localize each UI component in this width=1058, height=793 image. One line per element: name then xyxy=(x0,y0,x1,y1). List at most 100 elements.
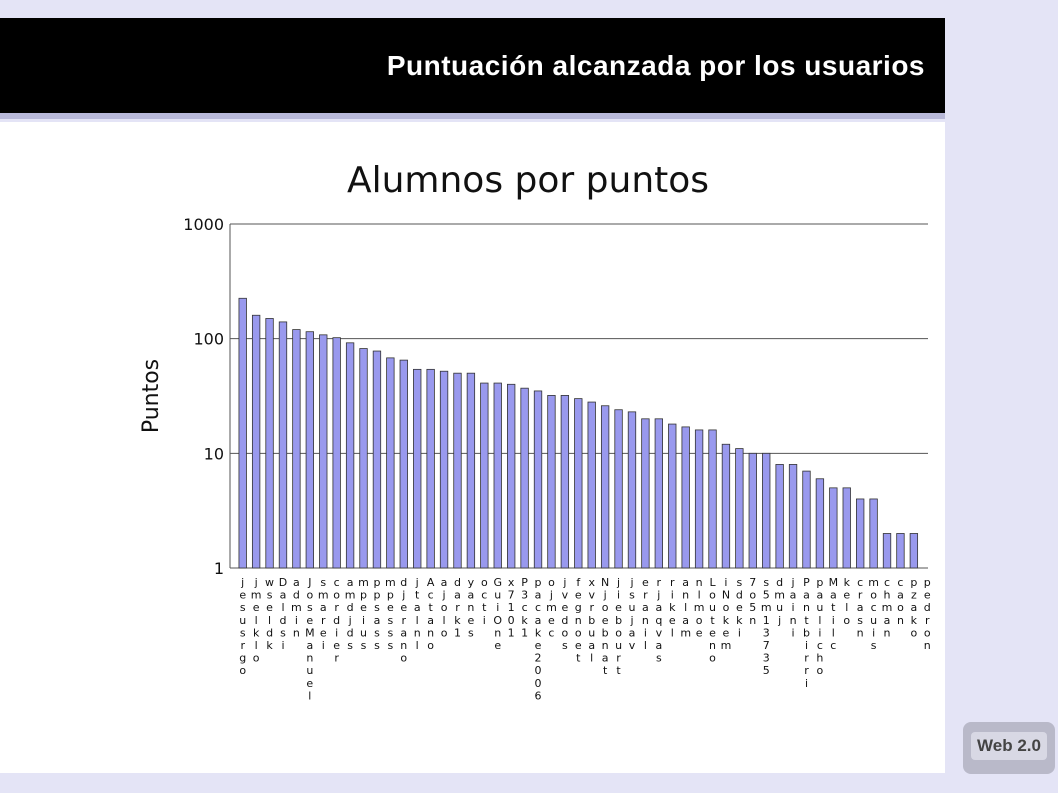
x-tick-char: j xyxy=(562,576,566,589)
x-tick-char: a xyxy=(629,626,636,639)
x-tick-char: c xyxy=(897,576,903,589)
x-tick-char: a xyxy=(374,614,381,627)
bar xyxy=(265,318,274,569)
badge[interactable]: Web 2.0 xyxy=(963,722,1055,774)
x-tick-char: m xyxy=(868,576,879,589)
bar xyxy=(372,350,382,569)
y-axis-label: Puntos xyxy=(139,359,164,433)
bar xyxy=(788,464,798,569)
x-tick-char: c xyxy=(857,576,863,589)
x-tick-char: o xyxy=(924,626,931,639)
x-tick-char: e xyxy=(535,639,542,652)
x-tick-char: n xyxy=(293,626,300,639)
x-tick-char: i xyxy=(792,626,795,639)
x-tick-char: e xyxy=(239,589,246,602)
x-tick-char: 3 xyxy=(763,626,770,639)
x-tick-char: i xyxy=(362,614,365,627)
x-tick-char: s xyxy=(361,639,367,652)
x-tick-char: 3 xyxy=(521,589,528,602)
x-tick-char: m xyxy=(546,601,557,614)
bar xyxy=(815,478,825,569)
bar xyxy=(654,418,663,569)
x-tick-char: c xyxy=(522,601,528,614)
x-tick-char: r xyxy=(670,576,675,589)
x-tick-char: e xyxy=(615,601,622,614)
x-tick-char: u xyxy=(360,626,367,639)
x-tick-char: r xyxy=(402,614,407,627)
x-tick-char: o xyxy=(400,652,407,665)
bar xyxy=(426,368,435,569)
x-tick-char: e xyxy=(736,601,743,614)
x-tick-char: 1 xyxy=(508,626,515,639)
x-tick-char: s xyxy=(387,626,393,639)
x-tick-char: y xyxy=(468,576,475,589)
x-tick-char: j xyxy=(629,576,633,589)
x-tick-char: t xyxy=(710,614,715,627)
x-tick-char: o xyxy=(575,626,582,639)
x-tick-char: e xyxy=(400,601,407,614)
x-tick-char: o xyxy=(481,576,488,589)
x-tick-char: 1 xyxy=(521,626,528,639)
x-tick-char: i xyxy=(818,626,821,639)
bar xyxy=(386,357,395,569)
x-tick-char: a xyxy=(830,589,837,602)
x-tick-char: s xyxy=(240,601,246,614)
x-tick-char: m xyxy=(318,589,329,602)
x-tick-char: o xyxy=(897,601,904,614)
x-tick-char: l xyxy=(255,639,258,652)
bar xyxy=(399,359,408,569)
x-tick-char: j xyxy=(603,589,607,602)
x-tick-char: j xyxy=(254,576,258,589)
x-tick-char: h xyxy=(884,589,891,602)
x-tick-char: s xyxy=(656,652,662,665)
x-tick-char: c xyxy=(334,576,340,589)
x-tick-char: i xyxy=(832,614,835,627)
x-tick-char: e xyxy=(696,626,703,639)
x-tick-char: k xyxy=(454,614,461,627)
x-tick-char: i xyxy=(335,626,338,639)
x-tick-char: j xyxy=(240,576,244,589)
y-tick-label: 1 xyxy=(214,559,224,578)
x-tick-char: a xyxy=(588,639,595,652)
x-tick-char: n xyxy=(884,626,891,639)
x-tick-char: N xyxy=(601,576,609,589)
bar xyxy=(708,429,717,569)
x-tick-char: e xyxy=(387,601,394,614)
x-tick-char: 7 xyxy=(508,589,515,602)
x-tick-char: j xyxy=(401,589,405,602)
x-tick-char: s xyxy=(240,626,246,639)
x-tick-char: i xyxy=(724,576,727,589)
x-tick-char: b xyxy=(588,614,595,627)
x-tick-char: o xyxy=(441,626,448,639)
x-tick-char: a xyxy=(400,626,407,639)
x-tick-char: a xyxy=(535,614,542,627)
x-tick-char: r xyxy=(240,639,245,652)
chart-title: Alumnos por puntos xyxy=(347,160,709,201)
x-tick-char: t xyxy=(603,664,608,677)
bar xyxy=(332,337,341,569)
x-tick-char: r xyxy=(334,652,339,665)
x-tick-char: h xyxy=(816,652,823,665)
x-tick-char: n xyxy=(494,626,501,639)
x-tick-char: l xyxy=(416,614,419,627)
x-tick-char: a xyxy=(803,589,810,602)
x-tick-char: a xyxy=(682,614,689,627)
x-tick-char: x xyxy=(588,576,595,589)
x-tick-char: n xyxy=(790,614,797,627)
x-tick-char: o xyxy=(333,589,340,602)
